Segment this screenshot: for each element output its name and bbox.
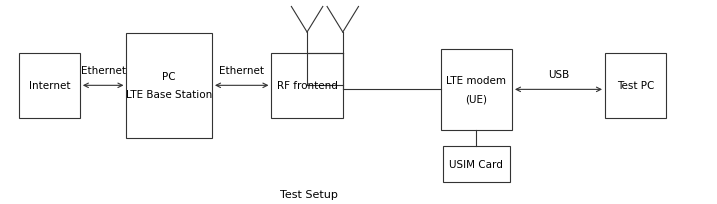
Bar	[443, 146, 510, 183]
Bar	[271, 54, 343, 118]
Bar	[126, 34, 212, 138]
Text: Internet: Internet	[29, 81, 70, 91]
Text: RF frontend: RF frontend	[277, 81, 338, 91]
Text: PC: PC	[163, 72, 176, 82]
Text: Test Setup: Test Setup	[280, 189, 338, 198]
Bar	[441, 50, 512, 130]
Text: Test PC: Test PC	[617, 81, 654, 91]
Bar	[19, 54, 80, 118]
Text: LTE Base Station: LTE Base Station	[126, 90, 212, 100]
Text: LTE modem: LTE modem	[447, 76, 506, 86]
Bar	[605, 54, 665, 118]
Text: USB: USB	[548, 70, 569, 80]
Text: (UE): (UE)	[465, 94, 488, 104]
Text: Ethernet: Ethernet	[81, 66, 125, 76]
Text: Ethernet: Ethernet	[219, 66, 265, 76]
Text: USIM Card: USIM Card	[450, 159, 503, 169]
